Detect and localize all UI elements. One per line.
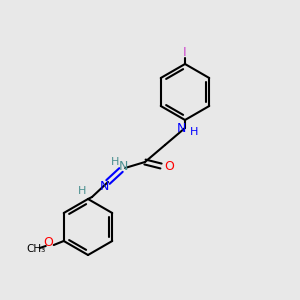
Text: I: I	[183, 46, 187, 59]
Text: N: N	[176, 122, 186, 134]
Text: H: H	[190, 127, 198, 137]
Text: CH₃: CH₃	[26, 244, 45, 254]
Text: O: O	[43, 236, 53, 250]
Text: N: N	[99, 179, 109, 193]
Text: N: N	[118, 160, 128, 172]
Text: H: H	[111, 157, 119, 167]
Text: O: O	[164, 160, 174, 172]
Text: H: H	[78, 186, 86, 196]
